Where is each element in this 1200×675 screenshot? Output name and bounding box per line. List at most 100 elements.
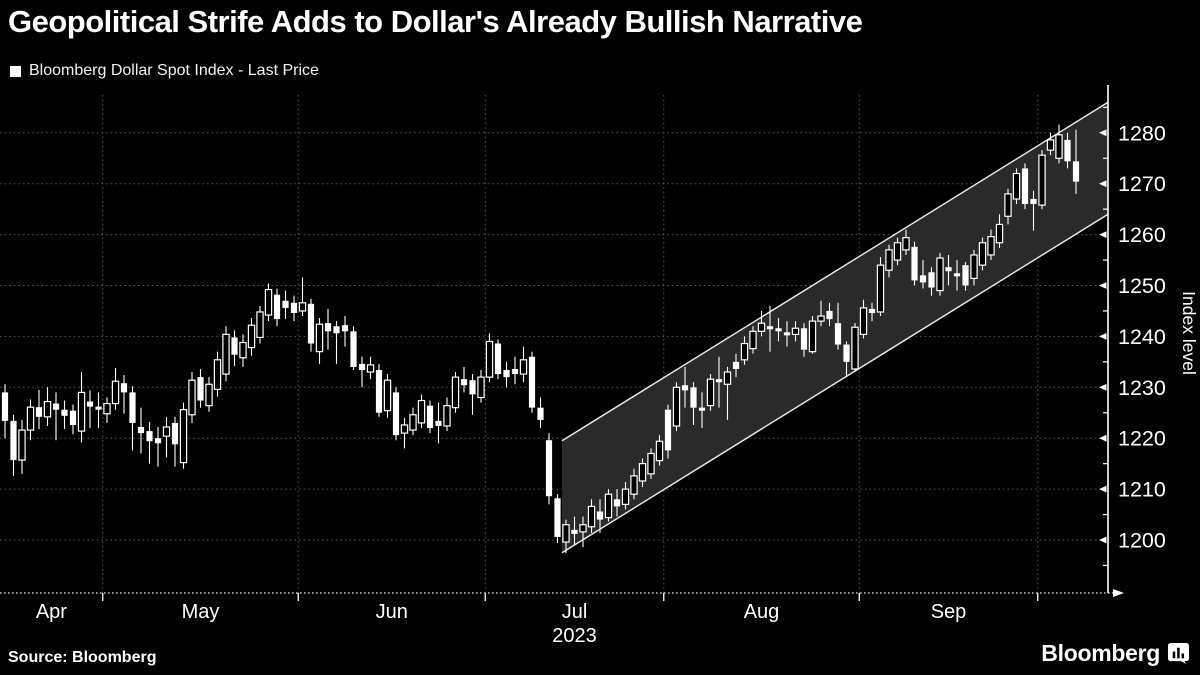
source-note: Source: Bloomberg bbox=[8, 649, 157, 666]
candle-body bbox=[197, 377, 204, 401]
legend-swatch-icon bbox=[10, 65, 21, 77]
candle-body bbox=[757, 322, 766, 332]
candle-body bbox=[749, 330, 757, 350]
candle-body bbox=[494, 343, 502, 375]
candle-body bbox=[664, 409, 672, 451]
candle-body bbox=[213, 359, 222, 390]
y-tick-label: 1210 bbox=[1118, 478, 1166, 502]
candle-body bbox=[936, 257, 944, 292]
candle-body bbox=[69, 410, 77, 425]
y-gridlines bbox=[0, 132, 1108, 541]
candle-body bbox=[978, 242, 987, 266]
candle-body bbox=[95, 406, 102, 410]
candle-body bbox=[52, 403, 60, 410]
month-label: May bbox=[182, 601, 220, 623]
candle-body bbox=[545, 440, 553, 497]
y-tick-label: 1270 bbox=[1118, 172, 1166, 196]
candle-body bbox=[945, 267, 952, 272]
legend-label: Bloomberg Dollar Spot Index - Last Price bbox=[29, 62, 319, 79]
candle-body bbox=[1055, 134, 1063, 159]
candle-body bbox=[995, 223, 1004, 244]
candle-body bbox=[282, 300, 289, 308]
candle-body bbox=[1038, 154, 1046, 206]
candle-body bbox=[417, 399, 426, 424]
y-tick-label: 1250 bbox=[1118, 274, 1166, 298]
candle-body bbox=[443, 405, 451, 427]
y-tick-labels: 1200 1210 1220 1230 1240 1250 1260 1270 1280 bbox=[1118, 121, 1166, 552]
candle-body bbox=[1004, 193, 1012, 217]
month-label: Apr bbox=[36, 601, 67, 623]
candle-body bbox=[350, 331, 357, 367]
candle-body bbox=[324, 323, 332, 332]
y-tick-label: 1280 bbox=[1118, 121, 1166, 145]
legend: Bloomberg Dollar Spot Index - Last Price bbox=[10, 62, 319, 80]
candle-body bbox=[1012, 172, 1021, 200]
candle-body bbox=[61, 409, 68, 416]
y-tick-label: 1230 bbox=[1118, 376, 1166, 400]
x-axis-ticks bbox=[102, 593, 1039, 601]
candle-body bbox=[129, 392, 136, 423]
candle-body bbox=[528, 356, 536, 408]
candle-body bbox=[706, 378, 715, 407]
candle-body bbox=[86, 401, 94, 407]
month-label: Jun bbox=[376, 601, 408, 623]
candle-body bbox=[740, 342, 749, 361]
candle-body bbox=[817, 315, 825, 322]
candle-body bbox=[435, 420, 442, 426]
candle-body bbox=[1, 392, 9, 421]
candle-body bbox=[953, 273, 961, 277]
candle-body bbox=[715, 379, 723, 383]
candle-body bbox=[222, 333, 230, 375]
candle-body bbox=[10, 420, 17, 461]
candle-body bbox=[120, 383, 128, 393]
candle-body bbox=[783, 332, 791, 336]
candle-body bbox=[231, 337, 238, 355]
candle-body bbox=[298, 302, 307, 312]
year-label: 2023 bbox=[552, 625, 597, 647]
y-tick-label: 1240 bbox=[1118, 325, 1166, 349]
channel-lower-line bbox=[561, 213, 1109, 554]
candle-body bbox=[621, 488, 630, 505]
candle-body bbox=[893, 242, 902, 261]
candle-body bbox=[970, 254, 978, 279]
candle-body bbox=[205, 383, 213, 407]
month-label: Aug bbox=[744, 601, 780, 623]
candle-body bbox=[638, 463, 647, 482]
candle-body bbox=[604, 493, 613, 519]
candle-body bbox=[18, 429, 26, 461]
candle-body bbox=[834, 323, 842, 345]
candle-body bbox=[690, 387, 697, 408]
candle-body bbox=[987, 236, 995, 256]
candlestick-series bbox=[1, 124, 1080, 554]
candle-body bbox=[562, 524, 570, 543]
candle-body bbox=[375, 369, 383, 413]
candle-body bbox=[503, 369, 510, 378]
candle-body bbox=[485, 340, 494, 378]
candle-body bbox=[1021, 168, 1029, 205]
candle-body bbox=[451, 376, 460, 409]
candle-body bbox=[171, 422, 179, 445]
candle-body bbox=[902, 237, 910, 251]
candle-body bbox=[808, 320, 817, 353]
candle-body bbox=[672, 386, 681, 427]
channel-upper-line bbox=[561, 101, 1109, 442]
candle-body bbox=[851, 326, 859, 370]
candle-body bbox=[962, 265, 969, 286]
candle-body bbox=[571, 529, 578, 534]
candle-body bbox=[273, 294, 281, 320]
candle-body bbox=[264, 288, 273, 316]
x-axis-arrow-icon bbox=[1113, 589, 1124, 597]
candle-body bbox=[579, 524, 587, 533]
candle-body bbox=[766, 326, 774, 330]
candle-body bbox=[1030, 198, 1037, 205]
candle-body bbox=[154, 438, 162, 444]
candle-body bbox=[426, 405, 434, 429]
candle-body bbox=[247, 324, 256, 349]
candle-body bbox=[911, 246, 918, 281]
candle-body bbox=[537, 407, 544, 420]
bloomberg-logo: Bloomberg bbox=[1041, 640, 1190, 667]
candle-body bbox=[826, 310, 833, 320]
y-tick-label: 1200 bbox=[1118, 529, 1166, 553]
